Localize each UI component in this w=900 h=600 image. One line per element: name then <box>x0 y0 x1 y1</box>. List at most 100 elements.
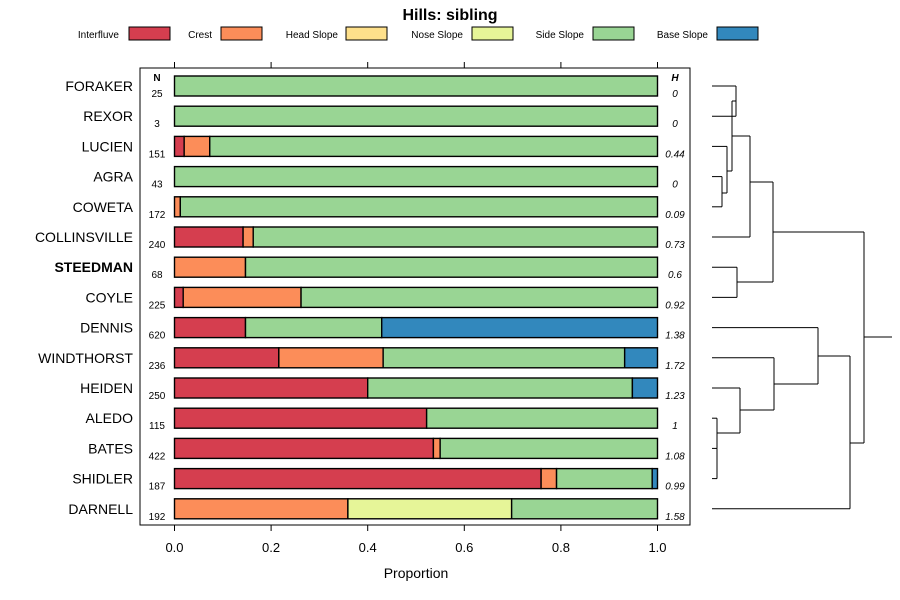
n-value-shidler: 187 <box>149 482 166 493</box>
bar-segment-bates-interfluve <box>173 437 435 460</box>
n-value-coweta: 172 <box>149 210 166 221</box>
bar-segment-shidler-crest <box>540 467 558 490</box>
plot-frame <box>139 67 691 526</box>
bar-segment-rexor-side-slope <box>173 105 659 127</box>
legend-label-side-slope: Side Slope <box>536 30 585 41</box>
n-value-lucien: 151 <box>149 149 166 160</box>
row-label-foraker: FORAKER <box>65 78 133 94</box>
x-tick-label-3: 0.6 <box>455 540 473 555</box>
h-value-bates: 1.08 <box>665 451 685 462</box>
legend-label-head-slope: Head Slope <box>286 30 339 41</box>
h-value-heiden: 1.23 <box>665 391 685 402</box>
bar-segment-collinsville-side-slope <box>252 226 659 248</box>
x-tick-label-1: 0.2 <box>262 540 280 555</box>
bar-segment-darnell-nose-slope <box>347 498 513 520</box>
top-axis-ticks <box>174 62 658 68</box>
row-label-shidler: SHIDLER <box>72 471 133 487</box>
legend-swatch-interfluve <box>128 26 171 41</box>
bar-segment-heiden-interfluve <box>173 377 369 399</box>
row-label-heiden: HEIDEN <box>80 380 133 396</box>
n-value-rexor: 3 <box>154 119 160 130</box>
chart-title: Hills: sibling <box>402 7 497 24</box>
bar-segment-dennis-interfluve <box>173 316 247 339</box>
h-value-darnell: 1.58 <box>665 512 685 523</box>
bar-segment-dennis-side-slope <box>244 316 383 339</box>
bar-segment-lucien-side-slope <box>209 135 659 158</box>
n-value-steedman: 68 <box>151 270 163 281</box>
x-tick-label-4: 0.8 <box>552 540 570 555</box>
n-value-windthorst: 236 <box>149 361 166 372</box>
bar-segment-windthorst-side-slope <box>382 347 626 369</box>
legend-swatch-base-slope <box>716 26 759 41</box>
bar-segment-collinsville-crest <box>242 226 254 248</box>
bar-segment-darnell-side-slope <box>510 498 659 520</box>
bar-segment-aledo-interfluve <box>173 407 428 429</box>
row-label-agra: AGRA <box>93 169 133 185</box>
legend-swatch-crest <box>220 26 263 41</box>
legend-swatch-nose-slope <box>471 26 514 41</box>
bar-segment-dennis-base-slope <box>381 316 659 339</box>
legend-label-interfluve: Interfluve <box>78 30 120 41</box>
bar-segment-shidler-side-slope <box>555 467 653 490</box>
legend-swatch-side-slope <box>592 26 635 41</box>
bar-segment-heiden-side-slope <box>367 377 634 399</box>
x-axis-label: Proportion <box>384 565 449 581</box>
n-value-bates: 422 <box>149 451 166 462</box>
row-label-aledo: ALEDO <box>86 410 134 426</box>
h-column-header: H <box>671 73 679 84</box>
bar-segment-coweta-side-slope <box>179 196 659 218</box>
n-value-agra: 43 <box>151 180 163 191</box>
x-axis: 0.0 0.2 0.4 0.6 0.8 1.0 <box>165 525 667 555</box>
bar-segment-bates-side-slope <box>439 437 659 460</box>
bar-segment-windthorst-interfluve <box>173 347 280 369</box>
n-value-coyle: 225 <box>149 300 166 311</box>
bar-segment-bates-crest <box>432 437 441 460</box>
h-value-steedman: 0.6 <box>668 270 682 281</box>
h-value-aledo: 1 <box>672 421 678 432</box>
bar-segment-heiden-base-slope <box>631 377 659 399</box>
dendrogram <box>712 85 892 510</box>
bar-segment-darnell-crest <box>173 498 349 520</box>
row-label-lucien: LUCIEN <box>82 138 133 154</box>
bar-segment-lucien-crest <box>183 135 211 158</box>
bar-segment-steedman-crest <box>173 256 247 278</box>
bar-segment-shidler-base-slope <box>651 467 659 490</box>
n-value-aledo: 115 <box>149 421 165 432</box>
legend-label-crest: Crest <box>188 30 212 41</box>
x-tick-label-5: 1.0 <box>648 540 666 555</box>
n-value-dennis: 620 <box>149 331 166 342</box>
n-value-darnell: 192 <box>149 512 166 523</box>
bar-segment-steedman-side-slope <box>244 256 659 278</box>
n-value-collinsville: 240 <box>149 240 166 251</box>
row-label-collinsville: COLLINSVILLE <box>35 229 133 245</box>
bar-segment-shidler-interfluve <box>173 467 542 490</box>
bar-segment-windthorst-crest <box>278 347 384 369</box>
row-label-dennis: DENNIS <box>80 320 133 336</box>
legend-label-base-slope: Base Slope <box>657 30 709 41</box>
h-value-dennis: 1.38 <box>665 331 685 342</box>
row-label-coyle: COYLE <box>86 289 133 305</box>
bar-segment-agra-side-slope <box>173 165 659 188</box>
x-tick-label-2: 0.4 <box>359 540 377 555</box>
bar-segment-coyle-interfluve <box>173 286 184 309</box>
n-value-foraker: 25 <box>151 89 163 100</box>
h-value-agra: 0 <box>672 180 678 191</box>
row-label-steedman: STEEDMAN <box>54 259 133 275</box>
n-column-header: N <box>153 73 160 84</box>
bar-segment-windthorst-base-slope <box>623 347 659 369</box>
h-value-lucien: 0.44 <box>665 149 685 160</box>
row-label-bates: BATES <box>88 440 133 456</box>
bar-segment-aledo-side-slope <box>425 407 659 429</box>
bar-segment-collinsville-interfluve <box>173 226 244 248</box>
bar-segment-coweta-crest <box>173 196 181 218</box>
legend: Interfluve Crest Head Slope Nose Slope Side … <box>78 26 759 41</box>
row-label-coweta: COWETA <box>73 199 134 215</box>
h-value-coyle: 0.92 <box>665 300 685 311</box>
h-value-coweta: 0.09 <box>665 210 685 221</box>
x-tick-label-0: 0.0 <box>165 540 183 555</box>
row-label-windthorst: WINDTHORST <box>38 350 133 366</box>
row-label-darnell: DARNELL <box>68 501 133 517</box>
h-value-rexor: 0 <box>672 119 678 130</box>
